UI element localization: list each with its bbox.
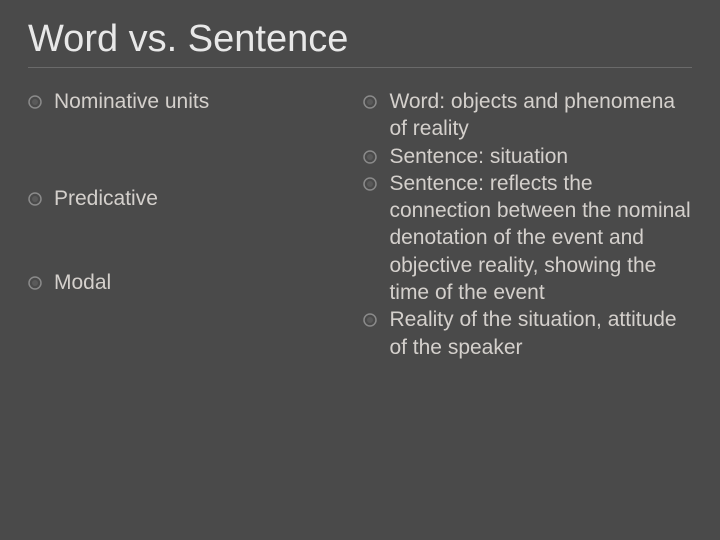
list-item: Word: objects and phenomena of reality bbox=[363, 88, 695, 143]
slide: Word vs. Sentence Nominative units Predi… bbox=[0, 0, 720, 540]
item-text: Modal bbox=[54, 269, 333, 296]
list-item: Sentence: situation bbox=[363, 143, 695, 170]
right-column: Word: objects and phenomena of reality S… bbox=[363, 88, 695, 361]
item-text: Reality of the situation, attitude of th… bbox=[389, 306, 695, 361]
bullet-icon bbox=[28, 192, 42, 206]
list-item: Nominative units bbox=[28, 88, 333, 115]
content-columns: Nominative units Predicative Modal Word:… bbox=[28, 88, 692, 361]
item-text: Sentence: situation bbox=[389, 143, 695, 170]
left-column: Nominative units Predicative Modal bbox=[28, 88, 333, 361]
item-text: Sentence: reflects the connection betwee… bbox=[389, 170, 695, 306]
list-item: Modal bbox=[28, 269, 333, 296]
bullet-icon bbox=[28, 276, 42, 290]
item-text: Nominative units bbox=[54, 88, 333, 115]
bullet-icon bbox=[363, 150, 377, 164]
slide-title: Word vs. Sentence bbox=[28, 18, 692, 61]
list-item: Sentence: reflects the connection betwee… bbox=[363, 170, 695, 306]
bullet-icon bbox=[363, 95, 377, 109]
bullet-icon bbox=[363, 313, 377, 327]
bullet-icon bbox=[363, 177, 377, 191]
item-text: Word: objects and phenomena of reality bbox=[389, 88, 695, 143]
item-text: Predicative bbox=[54, 185, 333, 212]
bullet-icon bbox=[28, 95, 42, 109]
list-item: Predicative bbox=[28, 185, 333, 212]
title-divider: Word vs. Sentence bbox=[28, 18, 692, 68]
list-item: Reality of the situation, attitude of th… bbox=[363, 306, 695, 361]
